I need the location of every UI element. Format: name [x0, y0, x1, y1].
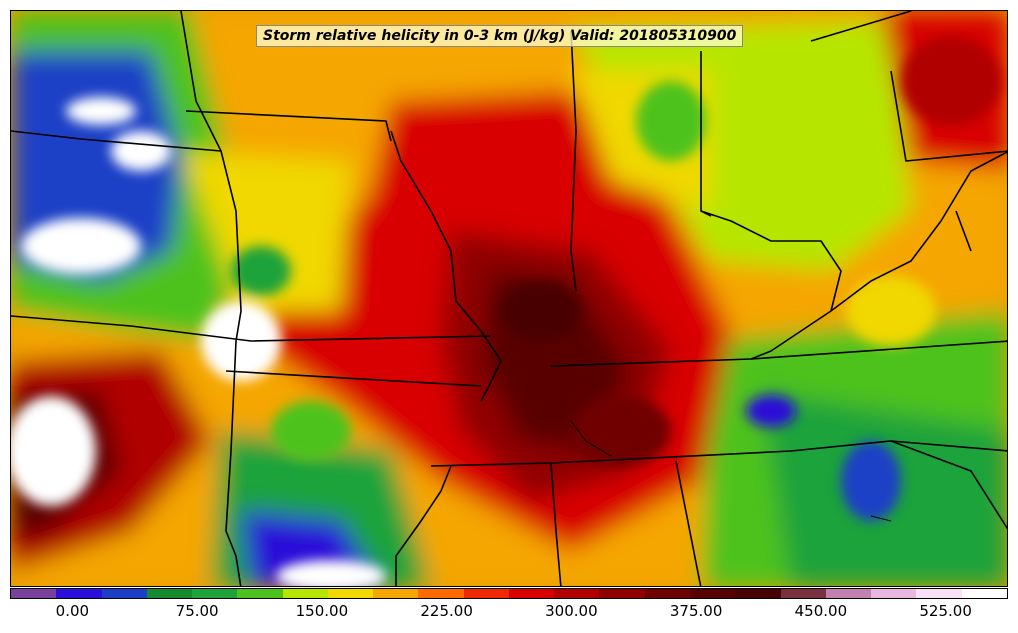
colorbar-segment — [418, 589, 464, 598]
colorbar-segment — [237, 589, 283, 598]
map-title: Storm relative helicity in 0-3 km (J/kg)… — [256, 25, 744, 47]
colorbar-ticks: 0.00 75.00 150.00 225.00 300.00 375.00 450.00 5… — [10, 602, 1008, 626]
colorbar-segment — [644, 589, 690, 598]
colorbar — [10, 588, 1008, 599]
colorbar-segment — [599, 589, 645, 598]
colorbar-segment — [508, 589, 555, 598]
helicity-map — [11, 11, 1007, 586]
colorbar-segment — [146, 589, 193, 598]
colorbar-segment — [961, 589, 1007, 598]
colorbar-segment — [327, 589, 374, 598]
colorbar-segment — [735, 589, 781, 598]
colorbar-segment — [780, 589, 826, 598]
colorbar-tick-label: 375.00 — [669, 602, 723, 620]
colorbar-segment — [282, 589, 328, 598]
colorbar-segment — [101, 589, 147, 598]
colorbar-tick-label: 225.00 — [420, 602, 473, 620]
colorbar-tick-label: 150.00 — [295, 602, 349, 620]
map-panel: Storm relative helicity in 0-3 km (J/kg)… — [10, 10, 1008, 587]
colorbar-segment — [11, 589, 57, 598]
state-boundaries — [11, 11, 1007, 586]
colorbar-segment — [192, 589, 238, 598]
colorbar-segment — [463, 589, 509, 598]
colorbar-segment — [871, 589, 917, 598]
colorbar-segment — [554, 589, 600, 598]
colorbar-tick-label: 300.00 — [545, 602, 598, 620]
colorbar-segment — [825, 589, 872, 598]
colorbar-segment — [373, 589, 419, 598]
colorbar-segment — [56, 589, 102, 598]
colorbar-tick-label: 75.00 — [175, 602, 219, 620]
water-outlines — [570, 420, 892, 522]
field-detail — [11, 36, 1001, 586]
colorbar-segment — [916, 589, 962, 598]
colorbar-tick-label: 450.00 — [794, 602, 848, 620]
colorbar-tick-label: 525.00 — [919, 602, 972, 620]
colorbar-segment — [689, 589, 736, 598]
colorbar-tick-label: 0.00 — [55, 602, 90, 620]
